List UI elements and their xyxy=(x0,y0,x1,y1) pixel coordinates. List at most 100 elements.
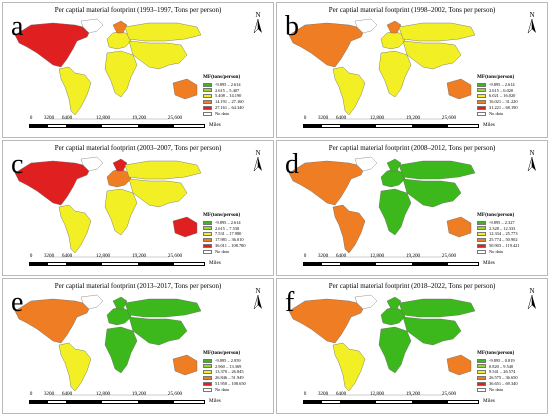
legend-label: 14.191 – 27.160 xyxy=(215,99,244,105)
scale-segment xyxy=(340,401,376,403)
region-russia xyxy=(398,298,476,318)
legend-swatch xyxy=(477,243,486,248)
legend-label: No data xyxy=(489,248,503,254)
scale-segment xyxy=(66,401,102,403)
scale-label: 19,200 xyxy=(405,391,421,397)
legend-title: MF(tons/person) xyxy=(477,350,515,356)
region-latin-america xyxy=(58,204,92,254)
scale-label: 3200 xyxy=(43,115,55,121)
legend-label: 16.021 – 31.220 xyxy=(489,99,518,105)
north-arrow: N xyxy=(525,11,539,35)
legend-label: 26.575 – 36.650 xyxy=(489,375,518,381)
legend-title: MF(tons/person) xyxy=(203,212,241,218)
scale-segment xyxy=(30,263,48,265)
legend-item: -9.895 – 2.959 xyxy=(203,358,273,364)
region-greenland xyxy=(354,18,378,34)
scale-segment xyxy=(412,401,448,403)
legend: MF(tons/person) -9.895 – 2.327 2.328 – 12.… xyxy=(477,212,547,255)
legend-label: 0.820 – 9.540 xyxy=(489,363,514,369)
scale-segment xyxy=(304,125,322,127)
legend-item: 0.820 – 9.540 xyxy=(477,364,547,370)
legend-title: MF(tons/person) xyxy=(203,74,241,80)
legend: MF(tons/person) -9.895 – 2.959 2.960 – 13.… xyxy=(203,350,273,393)
scale-label: 3200 xyxy=(43,391,55,397)
legend-label: 6.021 – 16.020 xyxy=(489,93,516,99)
scale-label: 3200 xyxy=(317,253,329,259)
scale-segment xyxy=(340,125,376,127)
region-asia xyxy=(402,178,462,208)
legend-item: 2.615 – 6.020 xyxy=(477,88,547,94)
scale-label: 6400 xyxy=(335,115,347,121)
region-africa xyxy=(104,326,138,374)
scale-label: 25,600 xyxy=(441,391,457,397)
scale-label: 19,200 xyxy=(131,391,147,397)
north-label: N xyxy=(255,11,261,19)
legend: MF(tons/person) -9.895 – 2.614 2.615 – 5.4… xyxy=(203,74,273,117)
legend-title: MF(tons/person) xyxy=(477,74,515,80)
legend-swatch xyxy=(203,370,212,375)
legend-label: 2.328 – 12.333 xyxy=(489,225,516,231)
region-latin-america xyxy=(332,204,366,254)
map-area xyxy=(283,291,483,399)
north-arrow: N xyxy=(251,287,265,311)
legend-swatch xyxy=(477,381,486,386)
legend-swatch xyxy=(203,232,212,237)
region-greenland xyxy=(80,156,104,172)
region-australia xyxy=(172,354,198,376)
legend-swatch xyxy=(203,387,212,392)
legend-swatch xyxy=(477,232,486,237)
legend-item: 26.575 – 36.650 xyxy=(477,375,547,381)
panel-title: Per captial material footprint (2003–200… xyxy=(54,144,222,152)
legend-label: 2.615 – 7.530 xyxy=(215,225,240,231)
scale-label: 0 xyxy=(29,115,33,121)
scale-bar: 0 3200 6400 12,800 19,200 25,600 Miles xyxy=(297,115,497,135)
panel-title: Per captial material footprint (2018–202… xyxy=(328,282,496,290)
legend-label: 36.011 – 108.780 xyxy=(215,242,246,248)
region-north-america xyxy=(288,160,366,206)
scale-unit: Miles xyxy=(209,122,221,128)
north-label: N xyxy=(255,149,261,157)
world-map xyxy=(14,294,202,396)
legend-swatch xyxy=(203,238,212,243)
legend-label: -9.895 – 2.959 xyxy=(215,357,241,363)
scale-bar-track xyxy=(303,124,479,128)
legend-label: 25.774 – 50.902 xyxy=(489,237,518,243)
map-panel-d: Per captial material footprint (2008–201… xyxy=(276,140,548,276)
legend-swatch xyxy=(203,82,212,87)
scale-bar-track xyxy=(303,400,479,404)
scale-label: 25,600 xyxy=(167,253,183,259)
panel-letter: c xyxy=(11,149,24,180)
legend-title: MF(tons/person) xyxy=(477,212,515,218)
region-greenland xyxy=(80,294,104,310)
scale-bar-track xyxy=(29,262,205,266)
scale-label: 12,800 xyxy=(95,115,111,121)
scale-unit: Miles xyxy=(483,260,495,266)
north-arrow: N xyxy=(525,149,539,173)
legend-swatch xyxy=(477,111,486,116)
legend-swatch xyxy=(203,111,212,116)
region-russia xyxy=(398,22,476,42)
scale-label: 0 xyxy=(29,391,33,397)
scale-label: 25,600 xyxy=(167,115,183,121)
region-asia xyxy=(128,178,188,208)
legend-item: 9.541 – 26.574 xyxy=(477,369,547,375)
map-panel-e: Per captial material footprint (2013–201… xyxy=(2,278,274,414)
legend-item: 2.960 – 13.369 xyxy=(203,364,273,370)
legend-swatch xyxy=(477,226,486,231)
map-area xyxy=(9,291,209,399)
legend-swatch xyxy=(203,249,212,254)
legend-title: MF(tons/person) xyxy=(203,350,241,356)
legend-item: 36.011 – 108.780 xyxy=(203,243,273,249)
legend-item: No data xyxy=(203,249,273,255)
panel-letter: e xyxy=(11,287,24,318)
panel-title: Per captial material footprint (1998–200… xyxy=(328,6,496,14)
scale-segment xyxy=(412,125,448,127)
scale-segment xyxy=(412,263,448,265)
legend-swatch xyxy=(203,88,212,93)
map-panel-f: Per captial material footprint (2018–202… xyxy=(276,278,548,414)
scale-unit: Miles xyxy=(209,260,221,266)
region-north-america xyxy=(14,298,92,344)
legend-item: No data xyxy=(477,249,547,255)
scale-unit: Miles xyxy=(483,398,495,404)
map-area xyxy=(283,153,483,261)
